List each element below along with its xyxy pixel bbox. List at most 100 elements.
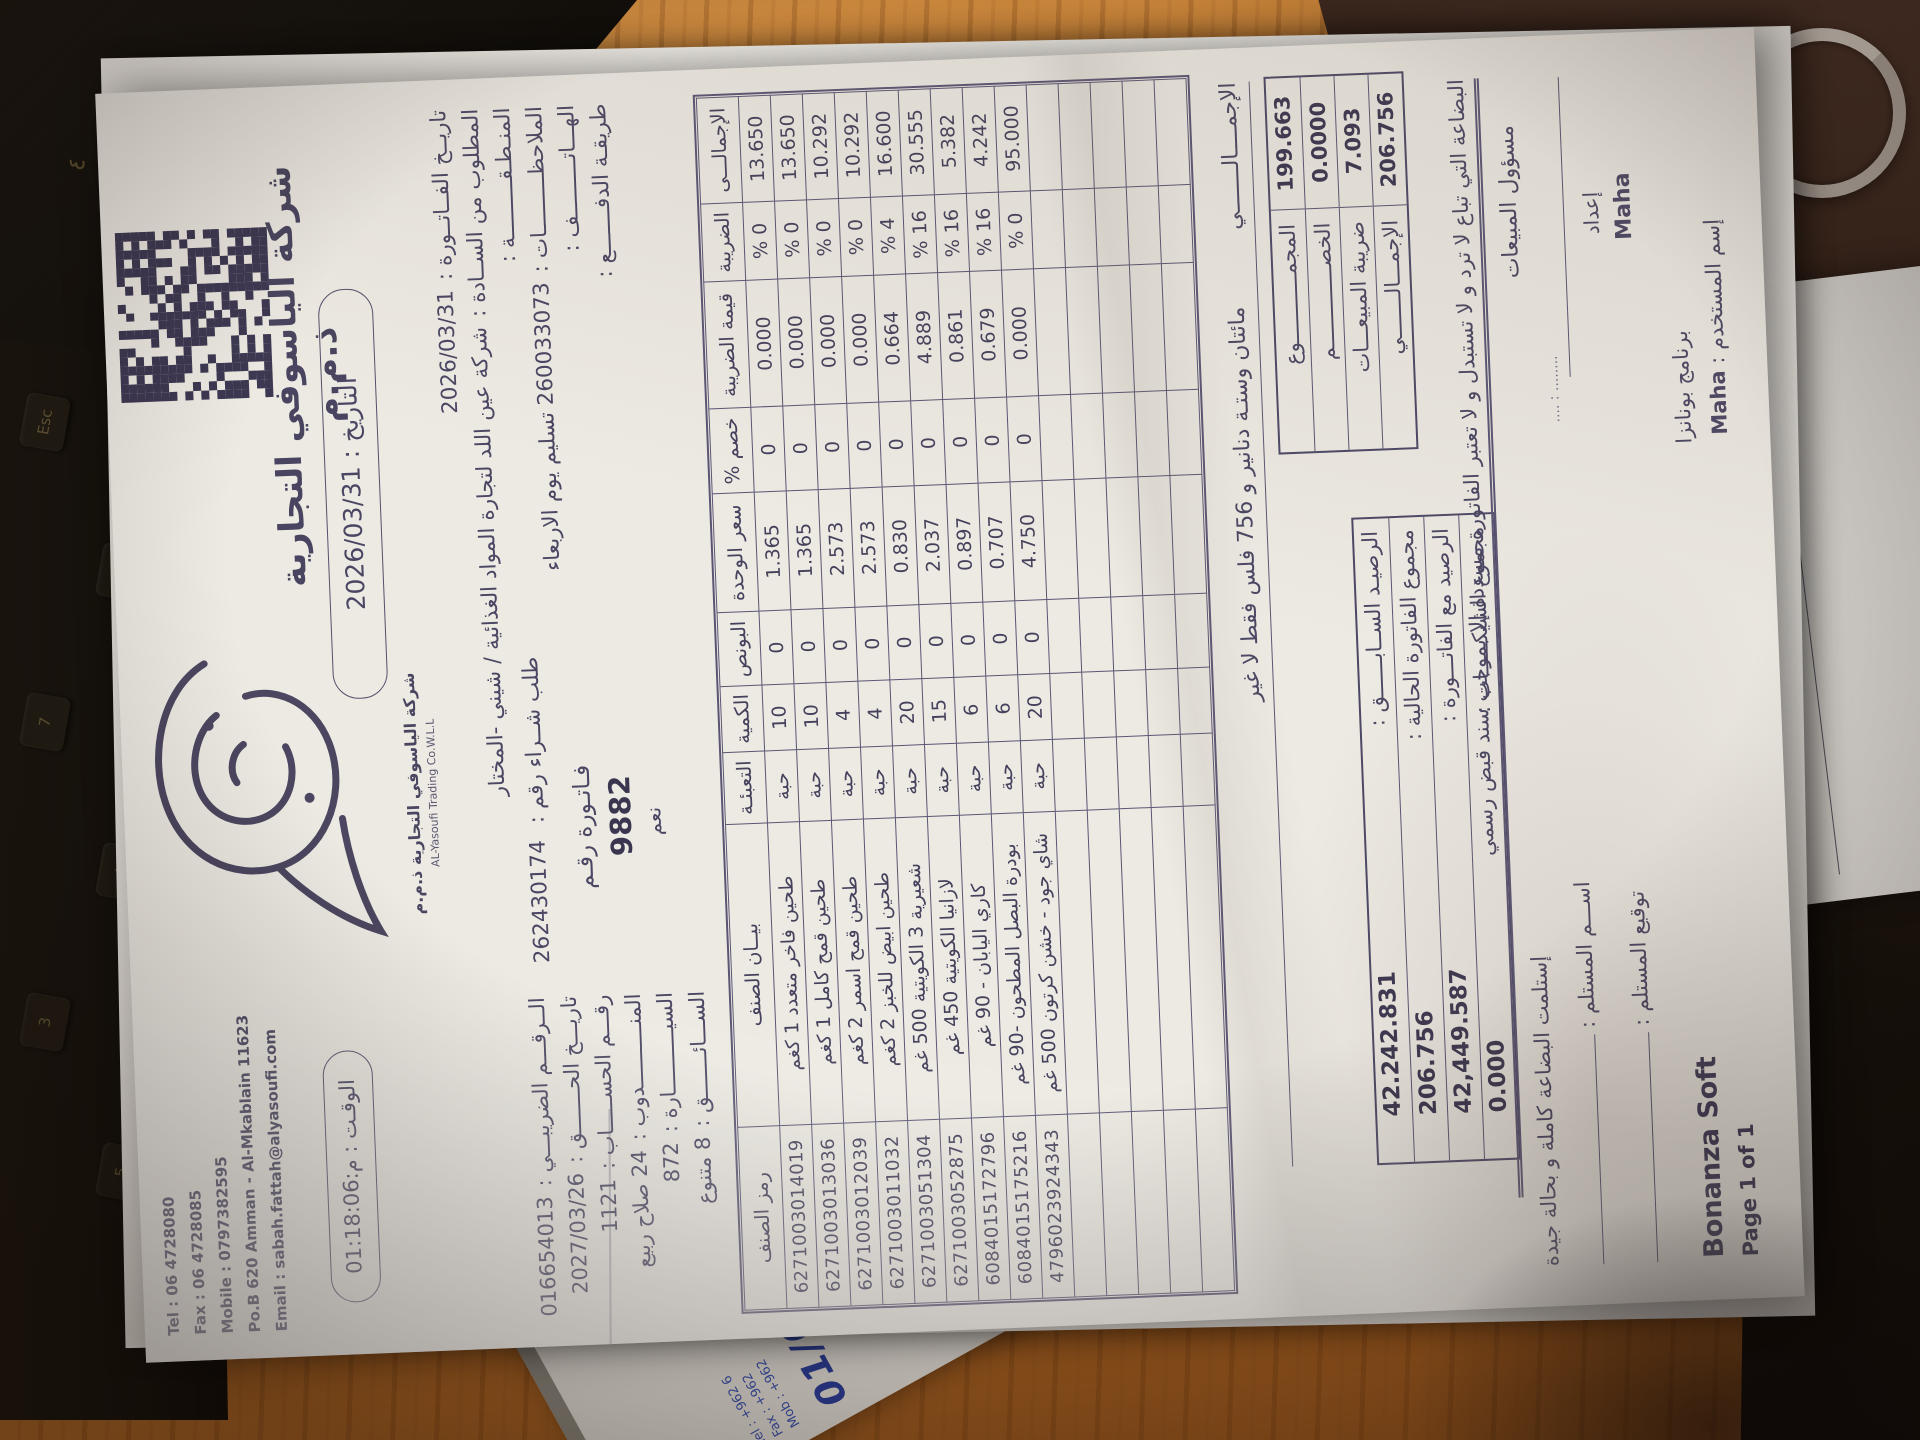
empty-cell [1058, 82, 1095, 190]
empty-cell [1195, 1107, 1235, 1292]
cell-bonus: 0 [822, 607, 858, 683]
column-header: الضريبة [700, 202, 746, 283]
empty-cell [1158, 184, 1194, 265]
empty-cell [1094, 186, 1130, 267]
totals-box: 199.663 المجمـــــــــــوع 0.0000 الخصـــــ… [1263, 71, 1419, 455]
cell-unit: 4.750 [1010, 481, 1047, 602]
cell-disc: 0 [974, 397, 1011, 484]
cell-qty: 20 [889, 678, 925, 747]
cell-pack: حبة [988, 740, 1024, 814]
receiver-sign-row: توقيع المستلم : [1624, 890, 1663, 1263]
cell-disc: 0 [878, 401, 915, 488]
field-value: 8 متنوع [690, 1136, 718, 1205]
column-header: سعر الوحدة [712, 492, 759, 614]
cell-tax_val: 0.679 [969, 270, 1007, 399]
cell-tax_pct: % 0 [998, 190, 1034, 271]
cell-tax_pct: % 4 [870, 195, 906, 276]
column-header: قيمة الضريبة [703, 280, 751, 410]
field-value [560, 261, 585, 262]
cell-qty: 15 [921, 677, 957, 745]
cell-tax_val: 0.000 [777, 278, 815, 407]
goods-received-note: إستلمت البضاعة كاملة و بحالة جيدة [1526, 955, 1564, 1267]
keyboard-key: Esc [18, 391, 72, 453]
cell-bonus: 0 [854, 606, 890, 682]
empty-cell [1041, 479, 1079, 600]
user-label: إسم المستخدم : [1699, 218, 1730, 365]
cell-tax_pct: % 0 [806, 198, 842, 279]
cell-unit: 0.707 [978, 482, 1015, 603]
software-name-arabic: برنامج بونانزا [1667, 329, 1697, 445]
cell-total: 5.382 [930, 87, 967, 195]
invoice-number: 9882 [601, 774, 640, 857]
field-label: تاريــخ الفــاتــورة : [426, 109, 458, 281]
cell-disc: 0 [750, 406, 787, 493]
column-header: رمز الصنف [737, 1125, 787, 1311]
empty-cell [1033, 267, 1071, 397]
empty-cell [1046, 598, 1082, 674]
empty-cell [1142, 594, 1178, 670]
cell-disc: 0 [910, 399, 947, 487]
cell-pack: حبة [892, 744, 928, 818]
header-fields-left: الــرقـــم الضريبـــي :016654013 تاريـــخ… [525, 990, 730, 1317]
field-label: المنــــــــــدوب : [620, 993, 651, 1141]
column-header: الإجمالـــى [696, 96, 743, 205]
field-value [497, 272, 522, 273]
cell-disc: 0 [782, 405, 819, 492]
user-value: Maha [1705, 369, 1733, 436]
empty-cell [1122, 79, 1159, 187]
cell-qty: 10 [761, 683, 797, 752]
empty-cell [1070, 393, 1106, 480]
cell-bonus: 0 [982, 601, 1018, 677]
cell-bonus: 0 [790, 608, 826, 684]
sales-officer-label: مسؤول المبيعات [1493, 124, 1525, 279]
cell-disc: 0 [942, 398, 979, 485]
cell-total: 4.242 [962, 86, 999, 194]
empty-cell [1052, 738, 1088, 812]
invoice-number-label: فـاتـورة رقـم [568, 764, 600, 890]
cell-qty: 4 [857, 679, 893, 748]
field-label: الــرقـــم الضريبـــي : [524, 996, 557, 1187]
empty-cell [1145, 668, 1181, 736]
field-label: الملاحظـــــــــات : [522, 105, 554, 273]
cell-tax_val: 0.861 [937, 271, 975, 400]
cell-pack: حبة [796, 748, 832, 822]
cell-unit: 1.365 [754, 491, 791, 612]
cell-qty: 6 [953, 676, 989, 744]
empty-cell [1073, 478, 1111, 599]
cell-pack: حبة [956, 742, 992, 815]
purchase-order-value: 262430174 [525, 839, 556, 964]
qr-code [114, 227, 274, 404]
date-label: التاريخ : [332, 376, 366, 460]
empty-cell [1153, 78, 1191, 186]
empty-cell [1110, 595, 1146, 672]
date-box: التاريخ : 2026/03/31 [317, 287, 389, 700]
totals-value: 0.0000 [1300, 76, 1339, 210]
cell-total: 95.000 [994, 84, 1031, 193]
items-table: الإجمالـــى الضريبة قيمة الضريبة خصم % سعر ا… [694, 69, 1237, 1320]
field-label: المنـطـقـــــــــة : [490, 106, 522, 263]
field-value: 016654013 [532, 1195, 562, 1318]
cell-qty: 10 [793, 682, 829, 750]
cell-bonus: 0 [1014, 599, 1050, 675]
column-header: البونص [717, 611, 762, 687]
empty-cell [1026, 83, 1063, 191]
empty-cell [1161, 262, 1199, 391]
empty-cell [1062, 188, 1098, 268]
cell-pack: حبة [1020, 739, 1056, 813]
empty-cell [1038, 394, 1074, 482]
cell-unit: 1.365 [786, 490, 823, 611]
cell-tax_val: 0.664 [873, 274, 911, 403]
field-label: الهـــاتـــــــــف : [554, 104, 585, 253]
empty-cell [1134, 390, 1170, 478]
column-header: التعبئـة [722, 751, 768, 825]
cell-disc: 0 [846, 402, 883, 489]
column-header: الكمية [719, 685, 765, 753]
amount-words-text: مائتان وستـة دنانير و 756 فلس فقط لا غير [1224, 306, 1266, 703]
totals-value: 7.093 [1334, 74, 1373, 208]
empty-cell [1113, 669, 1149, 738]
cell-tax_val: 0.000 [745, 279, 783, 408]
receiver-sign-line [1631, 1032, 1659, 1263]
empty-cell [1137, 475, 1175, 596]
cell-tax_val: 0.000 [809, 276, 847, 406]
